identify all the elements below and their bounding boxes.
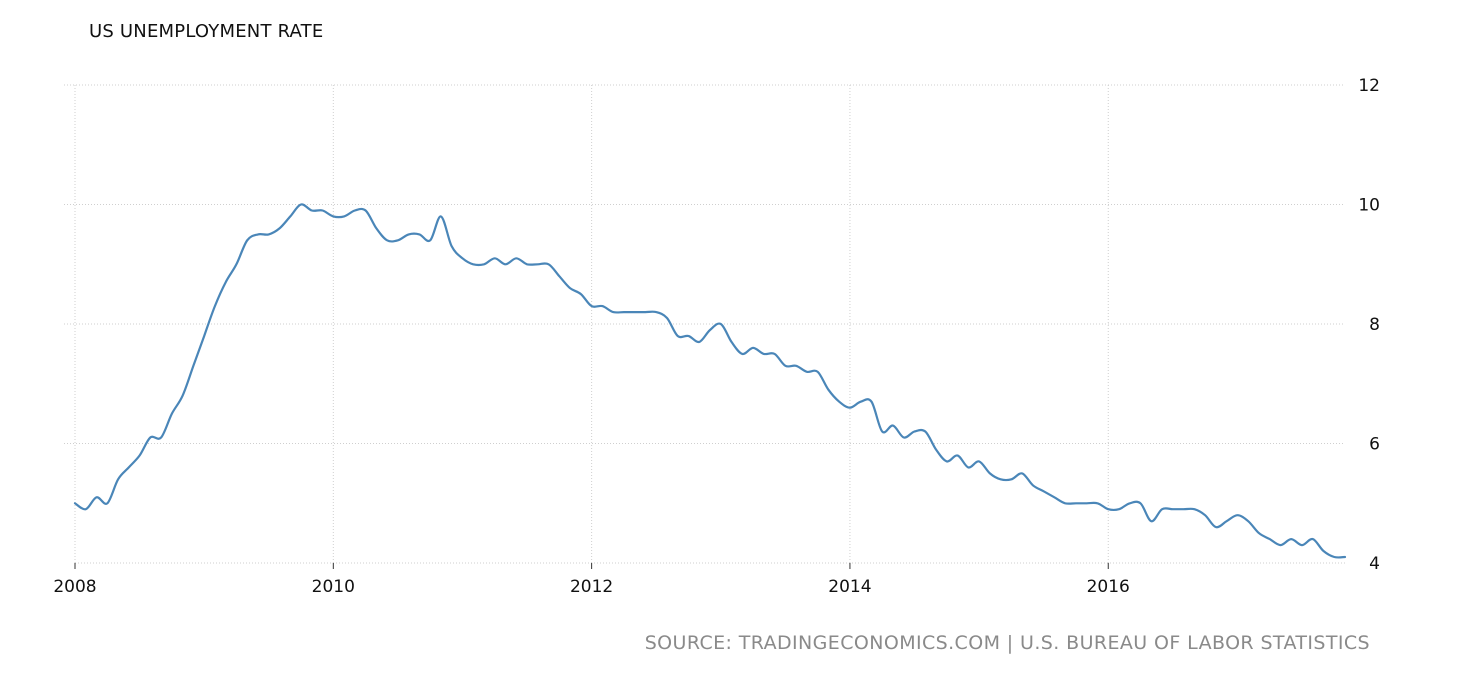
x-tick-label: 2012 [570, 577, 613, 597]
y-tick-label: 4 [1369, 554, 1380, 574]
series-line-group [73, 203, 1347, 559]
chart-title: US UNEMPLOYMENT RATE [89, 21, 324, 42]
source-note: SOURCE: TRADINGECONOMICS.COM | U.S. BURE… [644, 632, 1370, 654]
x-tick-label: 2014 [828, 577, 871, 597]
y-axis-ticks: 4 6 8 10 12 [1358, 76, 1380, 574]
gridlines [64, 84, 1345, 564]
y-tick-label: 12 [1358, 76, 1380, 96]
x-axis-ticks: 2008 2010 2012 2014 2016 [53, 563, 1130, 597]
series-line [73, 203, 1347, 559]
x-tick-label: 2010 [312, 577, 355, 597]
y-tick-label: 6 [1369, 435, 1380, 455]
x-tick-label: 2016 [1087, 577, 1130, 597]
y-tick-label: 10 [1358, 196, 1380, 216]
y-tick-label: 8 [1369, 315, 1380, 335]
x-tick-label: 2008 [53, 577, 96, 597]
